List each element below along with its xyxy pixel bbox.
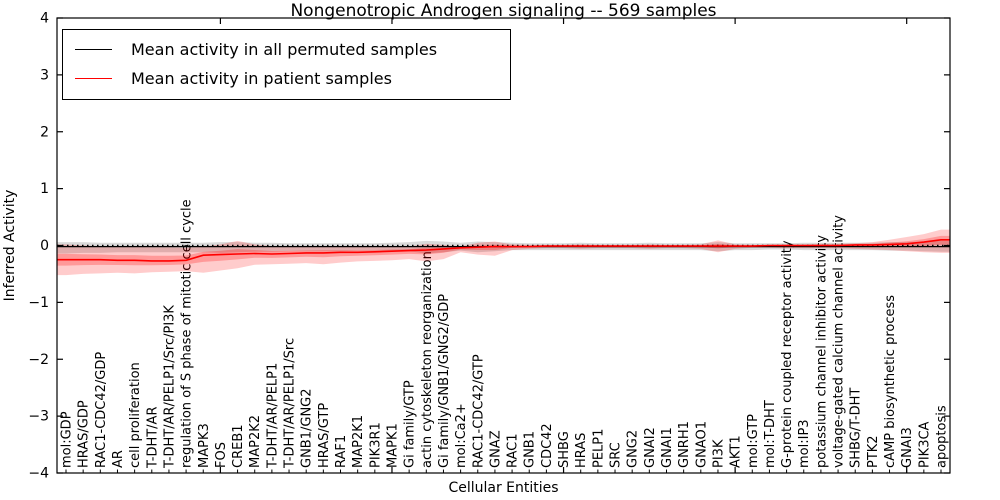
x-category-label: regulation of S phase of mitotic cell cy…: [180, 199, 195, 468]
x-category-label: T-DHT/AR: [145, 407, 160, 469]
x-category-label: Gi family/GTP: [403, 380, 418, 468]
y-tick-label: 0: [40, 238, 49, 254]
y-tick-label: 4: [40, 11, 49, 27]
x-category-label: PIK3CA: [917, 421, 932, 468]
x-category-label: MAPK3: [197, 423, 212, 468]
band-patient: [57, 229, 950, 276]
x-category-label: actin cytoskeleton reorganization: [420, 251, 435, 468]
x-category-label: HRAS: [574, 433, 589, 468]
x-category-label: SHBG: [557, 431, 572, 468]
x-category-label: FOS: [214, 442, 229, 468]
x-category-label: HRAS/GTP: [317, 403, 332, 468]
x-category-label: cAMP biosynthetic process: [883, 295, 898, 468]
x-category-label: apoptosis: [935, 405, 950, 468]
x-category-label: RAF1: [334, 435, 349, 468]
x-category-label: T-DHT/AR/PELP1/Src: [283, 338, 298, 469]
x-category-label: PI3K: [712, 439, 727, 468]
permuted-line-swatch: [75, 49, 112, 50]
y-tick-label: 1: [40, 181, 49, 197]
x-category-label: mol:IP3: [797, 419, 812, 468]
x-category-label: CDC42: [540, 423, 555, 468]
y-tick-label: −4: [28, 466, 49, 482]
x-category-label: T-DHT/AR/PELP1/Src/PI3K: [162, 305, 177, 469]
x-category-label: CREB1: [231, 424, 246, 468]
y-axis-label: Inferred Activity: [2, 190, 18, 302]
x-category-label: GNG2: [626, 430, 641, 468]
chart-title: Nongenotropic Androgen signaling -- 569 …: [290, 1, 717, 21]
x-category-label: GNRH1: [677, 421, 692, 468]
x-category-label: cell proliferation: [128, 362, 143, 468]
x-category-label: potassium channel inhibitor activity: [814, 235, 829, 468]
x-category-label: RAC1-CDC42/GTP: [471, 354, 486, 468]
x-category-label: PIK3R1: [368, 422, 383, 468]
y-tick-label: −1: [28, 295, 49, 311]
x-category-label: GNAI2: [643, 427, 658, 468]
x-category-label: MAPK1: [386, 423, 401, 468]
legend: Mean activity in all permuted samples Me…: [62, 29, 511, 100]
y-tick-label: −3: [28, 409, 49, 425]
x-category-label: GNAI3: [900, 427, 915, 468]
x-category-label: SRC: [609, 442, 624, 468]
x-category-label: mol:Ca2+: [454, 403, 469, 468]
band-patient-inner: [57, 235, 950, 266]
x-category-label: RAC1: [506, 433, 521, 468]
x-category-label: Gi family/GNB1/GNG2/GDP: [437, 294, 452, 468]
line-patient: [57, 239, 950, 262]
legend-label-patient: Mean activity in patient samples: [131, 69, 392, 88]
x-axis-label: Cellular Entities: [448, 480, 558, 496]
x-category-label: T-DHT/AR/PELP1: [265, 363, 280, 469]
x-category-label: PELP1: [591, 429, 606, 468]
x-category-label: mol:GTP: [746, 414, 761, 468]
x-category-label: GNAI1: [660, 427, 675, 468]
x-category-label: GNB1/GNG2: [300, 388, 315, 468]
x-category-label: MAP2K1: [351, 415, 366, 468]
x-category-label: HRAS/GDP: [77, 400, 92, 468]
x-category-label: PTK2: [866, 435, 881, 468]
x-category-label: G-protein coupled receptor activity: [780, 240, 795, 468]
x-category-label: RAC1-CDC42/GDP: [94, 352, 109, 468]
x-category-label: AR: [111, 450, 126, 468]
patient-line-swatch: [75, 78, 112, 79]
legend-label-permuted: Mean activity in all permuted samples: [131, 40, 438, 59]
x-category-label: voltage-gated calcium channel activity: [832, 215, 847, 468]
x-category-label: AKT1: [729, 435, 744, 468]
x-category-label: mol:T-DHT: [763, 400, 778, 468]
y-tick-label: 2: [40, 124, 49, 140]
legend-item-patient: Mean activity in patient samples: [63, 64, 510, 93]
x-category-label: mol:GDP: [60, 411, 75, 468]
legend-item-permuted: Mean activity in all permuted samples: [63, 35, 510, 64]
y-tick-label: 3: [40, 67, 49, 83]
x-category-label: GNAO1: [694, 421, 709, 468]
x-category-label: MAP2K2: [248, 415, 263, 468]
y-tick-label: −2: [28, 352, 49, 368]
x-category-label: SHBG/T-DHT: [849, 388, 864, 468]
x-category-label: GNAZ: [488, 430, 503, 468]
x-category-label: GNB1: [523, 431, 538, 468]
